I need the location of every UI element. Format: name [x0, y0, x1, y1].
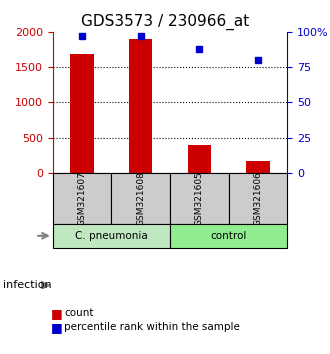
Polygon shape — [41, 281, 50, 289]
Bar — [170, 173, 229, 224]
Text: count: count — [64, 308, 94, 318]
Bar — [70, 55, 94, 173]
Text: percentile rank within the sample: percentile rank within the sample — [64, 322, 240, 332]
Text: ■: ■ — [51, 321, 63, 334]
Bar — [129, 39, 152, 173]
Text: C. pneumonia: C. pneumonia — [75, 231, 148, 241]
Text: control: control — [210, 231, 247, 241]
Text: GSM321608: GSM321608 — [136, 171, 145, 226]
Bar — [112, 173, 170, 224]
Text: infection: infection — [3, 280, 52, 290]
Text: GDS3573 / 230966_at: GDS3573 / 230966_at — [81, 14, 249, 30]
Text: GSM321606: GSM321606 — [253, 171, 262, 226]
Bar — [53, 224, 170, 248]
Bar — [187, 145, 211, 173]
Bar — [170, 224, 287, 248]
Bar — [246, 161, 270, 173]
Text: ■: ■ — [51, 307, 63, 320]
Bar — [53, 173, 112, 224]
Bar — [228, 173, 287, 224]
Text: GSM321605: GSM321605 — [195, 171, 204, 226]
Text: GSM321607: GSM321607 — [78, 171, 86, 226]
